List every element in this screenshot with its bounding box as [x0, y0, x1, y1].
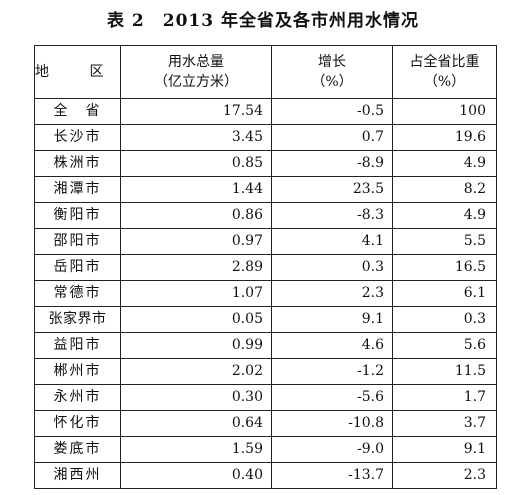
cell-region: 怀化市: [34, 410, 121, 437]
cell-growth: 0.3: [271, 254, 393, 281]
cell-growth: -13.7: [271, 462, 393, 489]
cell-growth: 4.6: [271, 332, 393, 359]
cell-share: 6.1: [392, 280, 497, 307]
cell-share: 11.5: [392, 358, 497, 385]
cell-total: 0.97: [120, 228, 272, 255]
cell-share: 100: [392, 98, 497, 125]
cell-share: 5.5: [392, 228, 497, 255]
cell-growth: 23.5: [271, 176, 393, 203]
cell-share: 0.3: [392, 306, 497, 333]
cell-growth: 4.1: [271, 228, 393, 255]
cell-share: 2.3: [392, 462, 497, 489]
header-share-line2: （%）: [423, 74, 466, 90]
cell-total: 2.02: [120, 358, 272, 385]
cell-share: 8.2: [392, 176, 497, 203]
cell-share: 3.7: [392, 410, 497, 437]
cell-share: 16.5: [392, 254, 497, 281]
cell-region: 永州市: [34, 384, 121, 411]
cell-region: 株洲市: [34, 150, 121, 177]
table-row: 衡阳市 0.86 -8.3 4.9: [34, 202, 497, 229]
table-row: 益阳市 0.99 4.6 5.6: [34, 332, 497, 359]
cell-share: 4.9: [392, 202, 497, 229]
header-growth: 增长 （%）: [271, 45, 393, 99]
cell-total: 0.40: [120, 462, 272, 489]
cell-region: 长沙市: [34, 124, 121, 151]
cell-total: 0.86: [120, 202, 272, 229]
cell-total: 3.45: [120, 124, 272, 151]
header-share: 占全省比重 （%）: [392, 45, 497, 99]
cell-growth: 0.7: [271, 124, 393, 151]
cell-growth: -0.5: [271, 98, 393, 125]
cell-share: 5.6: [392, 332, 497, 359]
cell-total: 0.05: [120, 306, 272, 333]
cell-region: 邵阳市: [34, 228, 121, 255]
header-row: 地 区 用水总量 （亿立方米） 增长 （%） 占全省比重 （%）: [34, 45, 497, 99]
cell-region: 郴州市: [34, 358, 121, 385]
header-region: 地 区: [34, 45, 121, 99]
cell-region: 张家界市: [34, 306, 121, 333]
cell-total: 2.89: [120, 254, 272, 281]
header-growth-line1: 增长: [318, 54, 346, 70]
cell-growth: -5.6: [271, 384, 393, 411]
table-row: 湘潭市 1.44 23.5 8.2: [34, 176, 497, 203]
water-use-table: 地 区 用水总量 （亿立方米） 增长 （%） 占全省比重 （%） 全 省 17.5…: [34, 45, 497, 489]
table-header: 地 区 用水总量 （亿立方米） 增长 （%） 占全省比重 （%）: [34, 45, 497, 99]
cell-region: 娄底市: [34, 436, 121, 463]
header-growth-line2: （%）: [311, 74, 353, 90]
cell-total: 17.54: [120, 98, 272, 125]
table-row: 湘西州 0.40 -13.7 2.3: [34, 462, 497, 489]
cell-total: 1.59: [120, 436, 272, 463]
table-row: 郴州市 2.02 -1.2 11.5: [34, 358, 497, 385]
table-title: 表 2 2013 年全省及各市州用水情况: [107, 11, 419, 31]
cell-total: 1.44: [120, 176, 272, 203]
cell-region: 湘西州: [34, 462, 121, 489]
cell-region: 益阳市: [34, 332, 121, 359]
cell-region: 岳阳市: [34, 254, 121, 281]
table-row: 长沙市 3.45 0.7 19.6: [34, 124, 497, 151]
cell-growth: -9.0: [271, 436, 393, 463]
cell-region: 湘潭市: [34, 176, 121, 203]
cell-share: 19.6: [392, 124, 497, 151]
cell-total: 0.30: [120, 384, 272, 411]
cell-growth: 9.1: [271, 306, 393, 333]
table-row: 永州市 0.30 -5.6 1.7: [34, 384, 497, 411]
table-body: 全 省 17.54 -0.5 100 长沙市 3.45 0.7 19.6 株洲市 0.85 -8…: [34, 98, 497, 489]
cell-total: 0.85: [120, 150, 272, 177]
cell-region: 衡阳市: [34, 202, 121, 229]
cell-total: 0.99: [120, 332, 272, 359]
table-row: 邵阳市 0.97 4.1 5.5: [34, 228, 497, 255]
table-row: 全 省 17.54 -0.5 100: [34, 98, 497, 125]
cell-total: 1.07: [120, 280, 272, 307]
cell-region: 全 省: [34, 98, 121, 125]
table-row: 娄底市 1.59 -9.0 9.1: [34, 436, 497, 463]
cell-growth: 2.3: [271, 280, 393, 307]
table-row: 岳阳市 2.89 0.3 16.5: [34, 254, 497, 281]
table-row: 株洲市 0.85 -8.9 4.9: [34, 150, 497, 177]
cell-growth: -8.3: [271, 202, 393, 229]
cell-growth: -8.9: [271, 150, 393, 177]
cell-share: 9.1: [392, 436, 497, 463]
header-share-line1: 占全省比重: [409, 54, 480, 70]
table-row: 怀化市 0.64 -10.8 3.7: [34, 410, 497, 437]
cell-total: 0.64: [120, 410, 272, 437]
header-total-line1: 用水总量: [168, 54, 224, 70]
cell-region: 常德市: [34, 280, 121, 307]
header-total: 用水总量 （亿立方米）: [120, 45, 272, 99]
cell-growth: -10.8: [271, 410, 393, 437]
table-row: 常德市 1.07 2.3 6.1: [34, 280, 497, 307]
cell-share: 4.9: [392, 150, 497, 177]
cell-growth: -1.2: [271, 358, 393, 385]
table-row: 张家界市 0.05 9.1 0.3: [34, 306, 497, 333]
cell-share: 1.7: [392, 384, 497, 411]
header-total-line2: （亿立方米）: [154, 74, 238, 90]
